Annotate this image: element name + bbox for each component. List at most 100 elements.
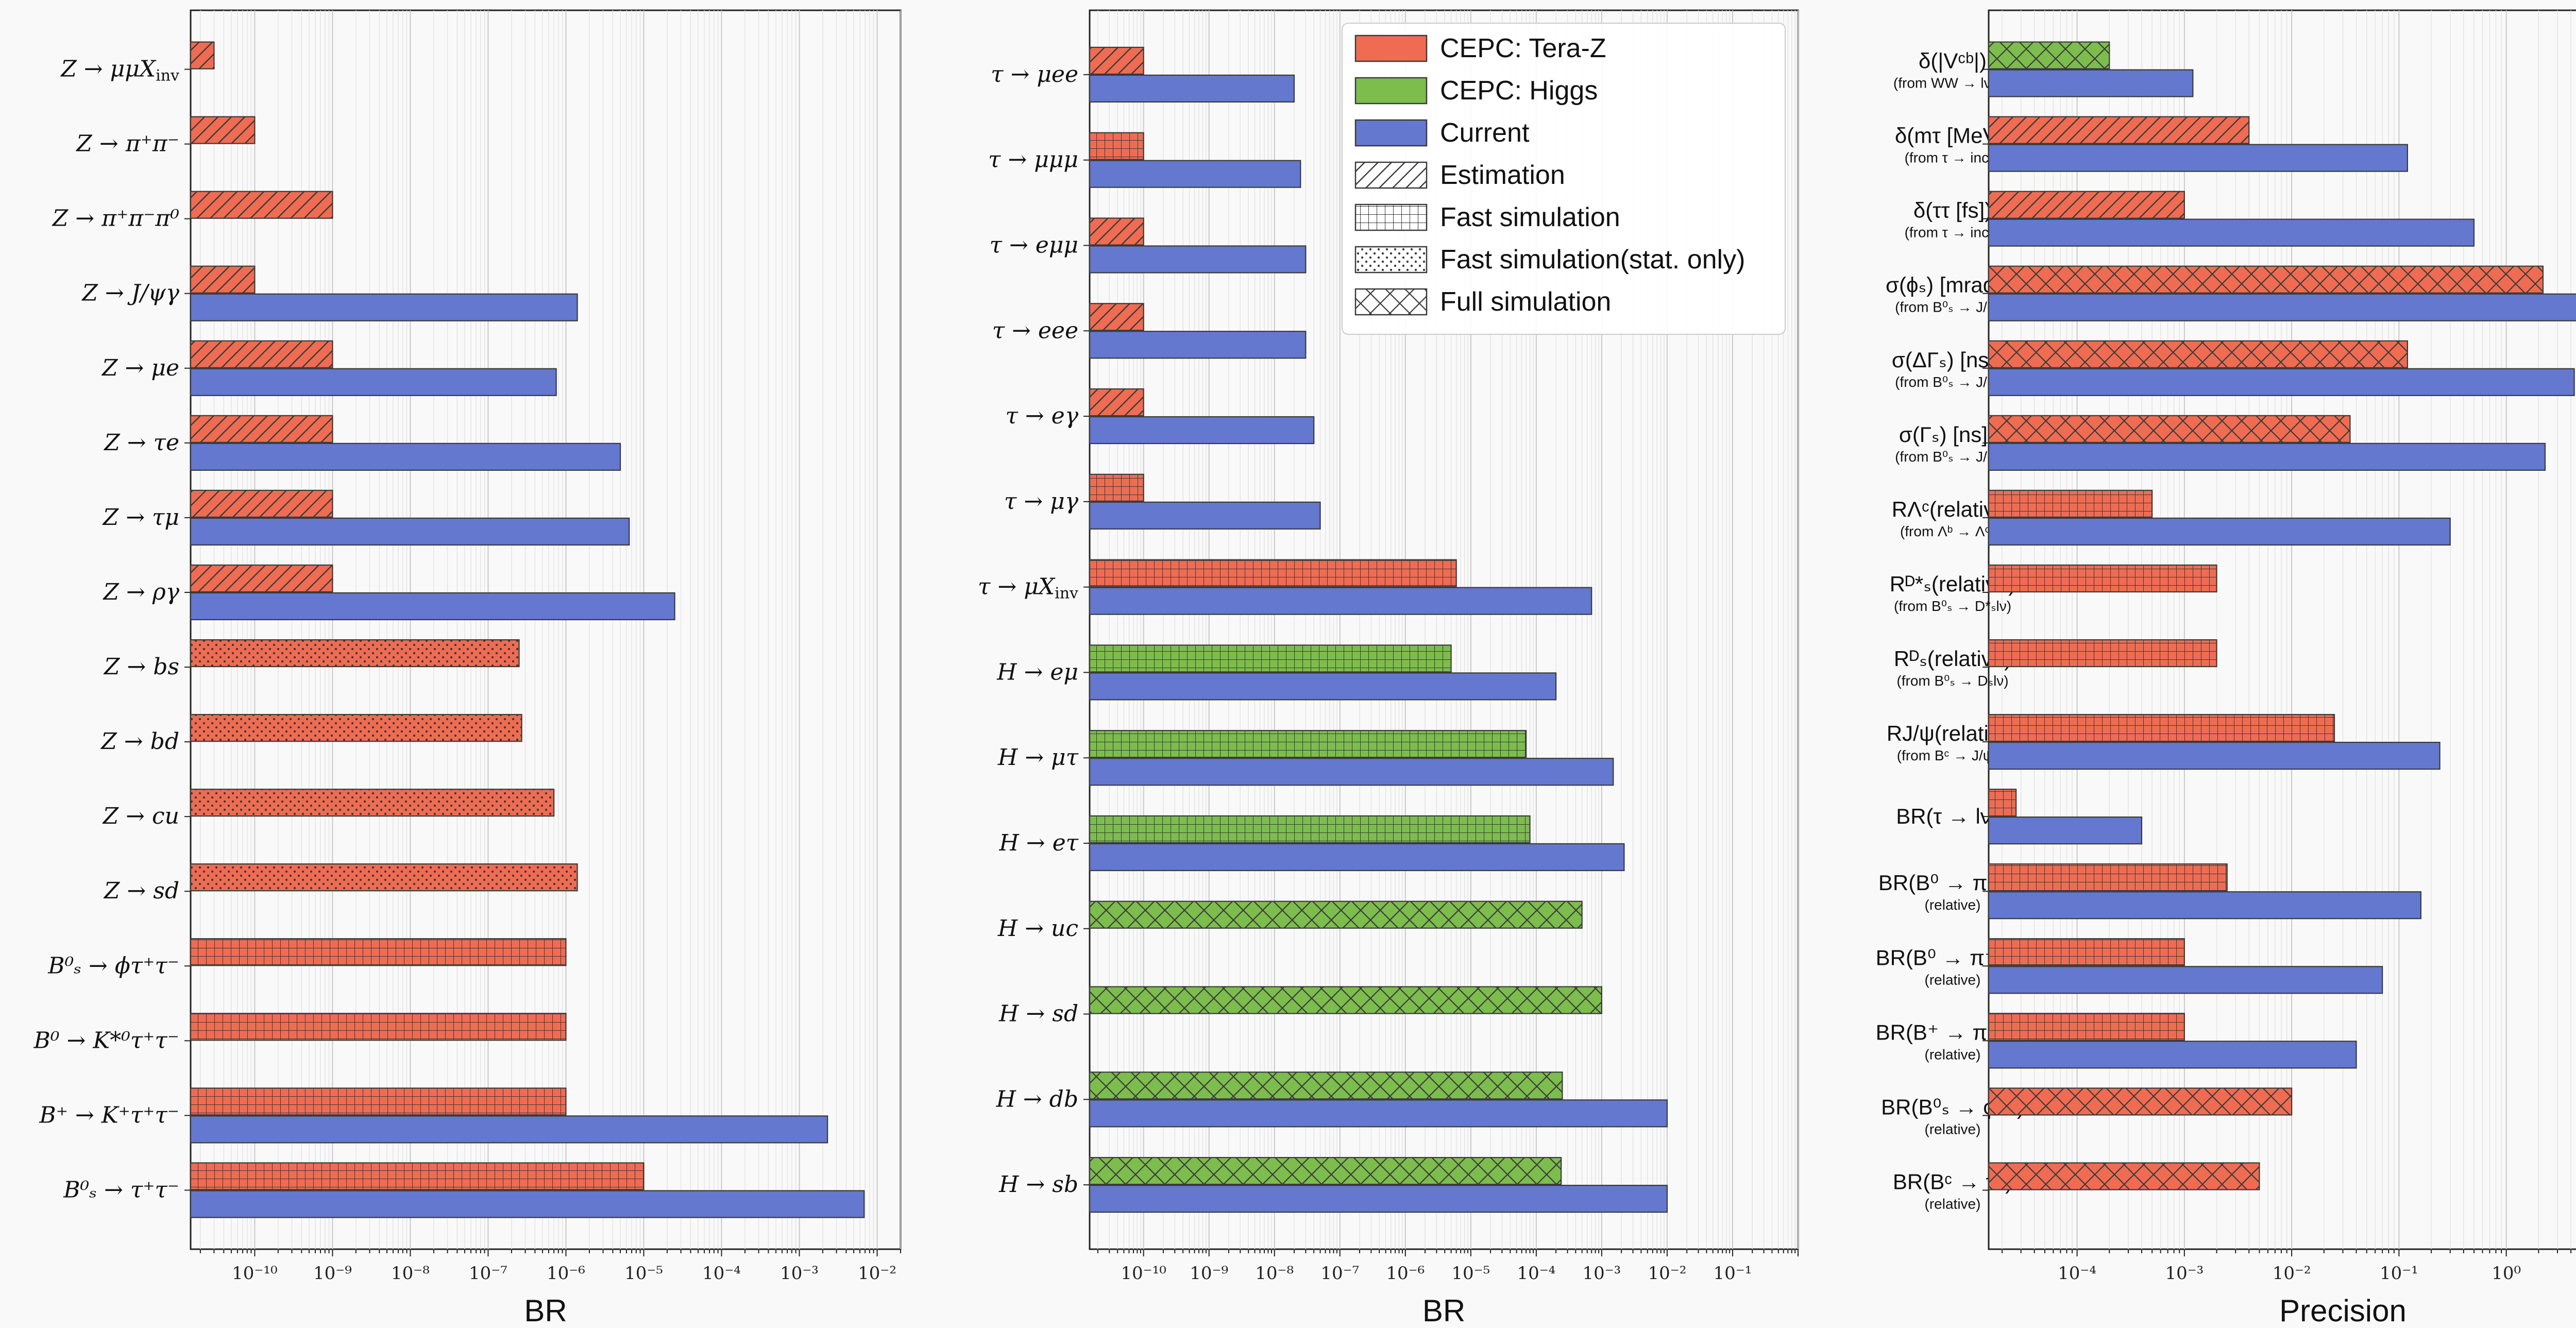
cepc-bar-hatch (191, 714, 522, 742)
cepc-bar-hatch (191, 266, 255, 293)
legend-label: CEPC: Higgs (1440, 76, 1598, 106)
legend-entry: CEPC: Tera-Z (1354, 33, 1606, 63)
category-13: B⁰ₛ → ϕτ⁺τ⁻ (47, 938, 567, 979)
cepc-bar-hatch (191, 490, 333, 517)
category-label: H → uc (997, 915, 1078, 942)
category-label: τ → μXinv (978, 574, 1078, 603)
category-7: τ → μXinv (978, 559, 1592, 615)
x-tick-label: 10⁻⁴ (1517, 1263, 1555, 1284)
x-axis-title: BR (1422, 1293, 1465, 1328)
category-13: BR(B⁰ → π⁺π⁻)(relative) (1876, 938, 2383, 994)
current-bar (1089, 331, 1307, 359)
category-label: B⁰ₛ → ϕτ⁺τ⁻ (47, 952, 179, 979)
category-label: Z → ργ (102, 579, 179, 605)
category-label: Z → τe (103, 430, 179, 456)
current-bar (1988, 966, 2383, 994)
current-bar (1089, 416, 1315, 445)
category-11: Z → cu (102, 789, 555, 829)
legend-entry: Current (1354, 118, 1530, 148)
x-axis-title: BR (524, 1293, 567, 1328)
cepc-bar-hatch (191, 1088, 566, 1115)
category-label: H → eτ (998, 830, 1078, 856)
category-3: τ → eμμ (990, 217, 1307, 274)
panel-1: 10⁻¹⁰ 10⁻⁹ 10⁻⁸ 10⁻⁷ 10⁻⁶ 10⁻⁵ 10⁻⁴ 10⁻³ 10⁻² BR Z… (33, 9, 902, 1328)
category-1: Z → μμXinv (60, 41, 215, 85)
panels: 10⁻¹⁰ 10⁻⁹ 10⁻⁸ 10⁻⁷ 10⁻⁶ 10⁻⁵ 10⁻⁴ 10⁻³ 10⁻² BR Z… (33, 9, 2576, 1328)
legend-label: Fast simulation (1440, 202, 1620, 232)
x-tick-label: 10⁻⁴ (702, 1263, 741, 1284)
category-label: τ → μμμ (988, 147, 1078, 173)
category-label: H → sd (998, 1001, 1078, 1027)
category-2: δ(mτ [MeV])(from τ → incl.) (1895, 116, 2408, 172)
category-14: B⁰ → K*⁰τ⁺τ⁻ (33, 1013, 567, 1053)
current-bar (190, 442, 621, 471)
category-8: Z → ργ (102, 564, 675, 621)
category-note: (from τ → incl.) (1905, 225, 2001, 241)
category-4: σ(ϕₛ) [mrad]⁻¹(from B⁰ₛ → J/ψϕ) (1886, 265, 2576, 321)
category-9: Rᴰₛ(relative)(from B⁰ₛ → Dₛlν) (1894, 639, 2217, 689)
category-10: RJ/ψ(relative)(from Bᶜ → J/ψlν) (1887, 713, 2441, 770)
cepc-bar-hatch (1989, 714, 2335, 742)
category-10: Z → bd (100, 713, 522, 755)
category-1: δ(|Vᶜᵇ|)(from WW → lνqq) (1893, 41, 2194, 97)
x-tick-label: 10⁻⁴ (2058, 1263, 2096, 1284)
category-label: H → eμ (996, 659, 1078, 685)
current-bar (1988, 69, 2194, 97)
x-tick-label: 10⁻⁸ (391, 1263, 430, 1284)
current-bar (1988, 144, 2408, 172)
x-tick-label: 10⁻⁵ (624, 1263, 663, 1284)
current-bar (190, 293, 578, 321)
category-6: Z → τe (103, 415, 621, 471)
category-16: B⁰ₛ → τ⁺τ⁻ (63, 1162, 865, 1218)
category-label: Z → J/ψγ (81, 280, 179, 307)
cepc-bar-hatch (1989, 116, 2249, 144)
cepc-bar-hatch (191, 939, 566, 966)
category-note: (relative) (1925, 1046, 1981, 1062)
category-note: (relative) (1925, 972, 1981, 988)
current-bar (1988, 517, 2451, 546)
current-bar (1988, 218, 2475, 247)
category-14: BR(B⁺ → π⁺π⁰)(relative) (1876, 1013, 2357, 1069)
current-bar (190, 1190, 865, 1218)
cepc-bar-hatch (1989, 1088, 2292, 1115)
cepc-bar-hatch (1989, 415, 2350, 442)
legend-swatch-hatch (1355, 289, 1427, 315)
x-tick-label: 10⁻¹⁰ (1121, 1263, 1166, 1284)
cepc-bar-hatch (191, 191, 333, 218)
legend-swatch-hatch (1355, 205, 1427, 230)
x-tick-label: 10⁻⁹ (313, 1263, 352, 1284)
category-label: B⁺ → K⁺τ⁺τ⁻ (39, 1102, 179, 1128)
current-bar (190, 517, 630, 546)
category-label: Z → bs (103, 654, 179, 680)
cepc-bar-hatch (1989, 42, 2110, 69)
category-note: (from B⁰ₛ → D*ₛlν) (1894, 598, 2011, 614)
cepc-bar-hatch (1989, 191, 2184, 218)
category-15: BR(B⁰ₛ → ϕνν̄)(relative) (1881, 1087, 2293, 1137)
x-tick-label: 10⁻⁸ (1255, 1263, 1294, 1284)
category-label: B⁰ₛ → τ⁺τ⁻ (63, 1177, 179, 1203)
x-tick-label: 10⁻³ (780, 1263, 819, 1284)
cepc-bar-hatch (191, 415, 333, 442)
category-label: H → sb (998, 1171, 1078, 1198)
legend-entry: CEPC: Higgs (1354, 76, 1598, 106)
cepc-bar-hatch (1090, 47, 1144, 74)
category-4: τ → eee (992, 303, 1307, 359)
legend-label: Current (1440, 118, 1530, 148)
category-12: H → sd (998, 986, 1602, 1027)
current-bar (1089, 843, 1625, 872)
x-axis-title: Precision (2279, 1293, 2406, 1328)
x-tick-label: 10⁻⁵ (1451, 1263, 1490, 1284)
category-11: H → uc (997, 900, 1583, 942)
category-5: σ(ΔΓₛ) [ns]⁻¹(from B⁰ₛ → J/ψϕ) (1892, 340, 2575, 396)
legend-label: CEPC: Tera-Z (1440, 33, 1606, 63)
x-tick-label: 10⁰ (2492, 1263, 2521, 1284)
legend-swatch (1354, 77, 1428, 105)
legend-swatch-hatch (1355, 247, 1427, 273)
cepc-bar-hatch (1090, 218, 1144, 245)
cepc-bar-hatch (1989, 565, 2217, 592)
cepc-bar-hatch (1989, 640, 2217, 667)
cepc-bar-hatch (1090, 474, 1144, 501)
cepc-bar-hatch (1090, 1157, 1562, 1185)
category-label: Z → sd (103, 878, 179, 904)
